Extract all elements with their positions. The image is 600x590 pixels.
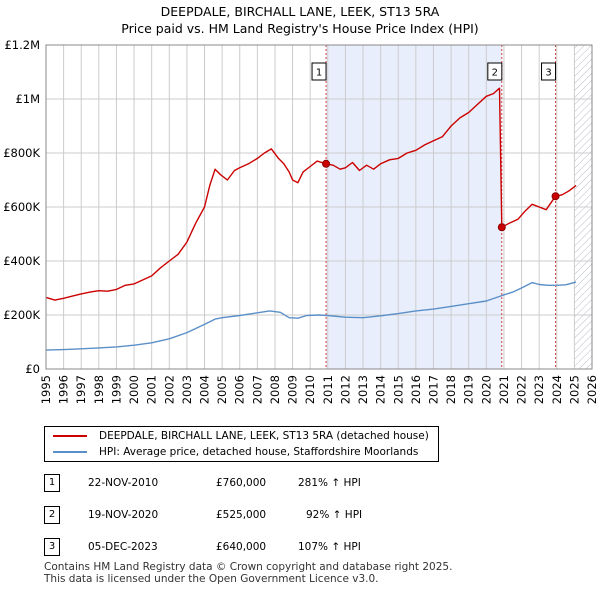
plot-border [45, 44, 593, 370]
x-tick-label: 2008 [268, 375, 282, 404]
x-tick-label: 1998 [92, 375, 106, 404]
x-tick-label: 1995 [39, 375, 53, 404]
y-tick-label: £200K [3, 308, 40, 322]
x-tick-label: 2002 [162, 375, 176, 404]
x-tick-label: 1997 [74, 375, 88, 404]
annotation-label: 3 [545, 68, 551, 79]
hpi-line [45, 281, 577, 351]
transaction-price: £760,000 [216, 477, 267, 489]
transaction-price: £525,000 [216, 509, 267, 521]
x-tick-label: 2017 [426, 375, 440, 404]
y-tick-label: £800K [3, 146, 40, 160]
annotation-label: 2 [492, 68, 498, 79]
x-tick-label: 2005 [215, 375, 229, 404]
transaction-hpi-change: 281% ↑ HPI [298, 477, 361, 489]
transaction-date: 19-NOV-2020 [88, 509, 159, 521]
y-tick-label: £1M [15, 92, 40, 106]
x-tick-label: 2000 [127, 375, 141, 404]
x-tick-label: 2018 [444, 375, 458, 404]
annotation-box [487, 62, 503, 81]
x-tick-label: 2001 [145, 375, 159, 404]
x-tick-label: 2023 [532, 375, 546, 404]
x-tick-label: 2009 [286, 375, 300, 404]
x-tick-label: 2003 [180, 375, 194, 404]
x-tick-label: 2019 [462, 375, 476, 404]
legend-swatch-hpi [53, 451, 87, 453]
footer-copyright: Contains HM Land Registry data © Crown c… [44, 561, 453, 573]
transaction-number: 1 [44, 474, 60, 492]
transaction-hpi-change: 107% ↑ HPI [298, 541, 361, 553]
transaction-number: 2 [44, 506, 60, 524]
x-tick-label: 2016 [409, 375, 423, 404]
x-tick-label: 2013 [356, 375, 370, 404]
footer-licence: This data is licensed under the Open Gov… [44, 573, 379, 585]
annotation-box [541, 62, 557, 81]
annotation-box [311, 62, 327, 81]
x-tick-label: 2026 [585, 375, 599, 404]
legend-label-property: DEEPDALE, BIRCHALL LANE, LEEK, ST13 5RA … [99, 430, 429, 442]
chart-title: DEEPDALE, BIRCHALL LANE, LEEK, ST13 5RA [160, 4, 440, 19]
x-tick-label: 2012 [338, 375, 352, 404]
annotation-label: 1 [316, 68, 322, 79]
legend-swatch-property [53, 435, 87, 437]
x-tick-label: 2020 [479, 375, 493, 404]
x-tick-label: 1996 [57, 375, 71, 404]
x-tick-label: 2024 [550, 375, 564, 404]
transaction-price: £640,000 [216, 541, 267, 553]
x-tick-label: 1999 [109, 375, 123, 404]
legend: DEEPDALE, BIRCHALL LANE, LEEK, ST13 5RA … [44, 426, 439, 462]
y-tick-label: £1.2M [4, 38, 40, 52]
transaction-date: 05-DEC-2023 [88, 541, 158, 553]
chart-subtitle: Price paid vs. HM Land Registry's House … [121, 21, 479, 36]
transaction-point [322, 159, 331, 168]
legend-label-hpi: HPI: Average price, detached house, Staf… [99, 446, 419, 458]
x-tick-label: 2025 [567, 375, 581, 404]
x-tick-label: 2010 [303, 375, 317, 404]
price-chart: 1 2 3 £0 £200K £400K £600K £800K £1M £1.2M 1995 19… [3, 38, 599, 404]
legend-item-hpi: HPI: Average price, detached house, Staf… [53, 444, 418, 460]
property-price-line [45, 87, 577, 301]
transaction-point [497, 223, 506, 232]
x-tick-label: 2007 [250, 375, 264, 404]
x-tick-label: 2011 [321, 375, 335, 404]
y-tick-label: £0 [25, 362, 40, 376]
x-tick-label: 2022 [515, 375, 529, 404]
x-tick-label: 2006 [233, 375, 247, 404]
x-tick-label: 2021 [497, 375, 511, 404]
transaction-date: 22-NOV-2010 [88, 477, 159, 489]
transaction-hpi-change: 92% ↑ HPI [306, 509, 363, 521]
legend-item-property: DEEPDALE, BIRCHALL LANE, LEEK, ST13 5RA … [53, 428, 429, 444]
x-tick-label: 2014 [374, 375, 388, 404]
y-tick-label: £400K [3, 254, 40, 268]
transaction-number: 3 [44, 538, 60, 556]
footer: Contains HM Land Registry data © Crown c… [44, 561, 452, 585]
x-tick-label: 2004 [198, 375, 212, 404]
transaction-point [551, 192, 560, 201]
y-tick-label: £600K [3, 200, 40, 214]
x-tick-label: 2015 [391, 375, 405, 404]
